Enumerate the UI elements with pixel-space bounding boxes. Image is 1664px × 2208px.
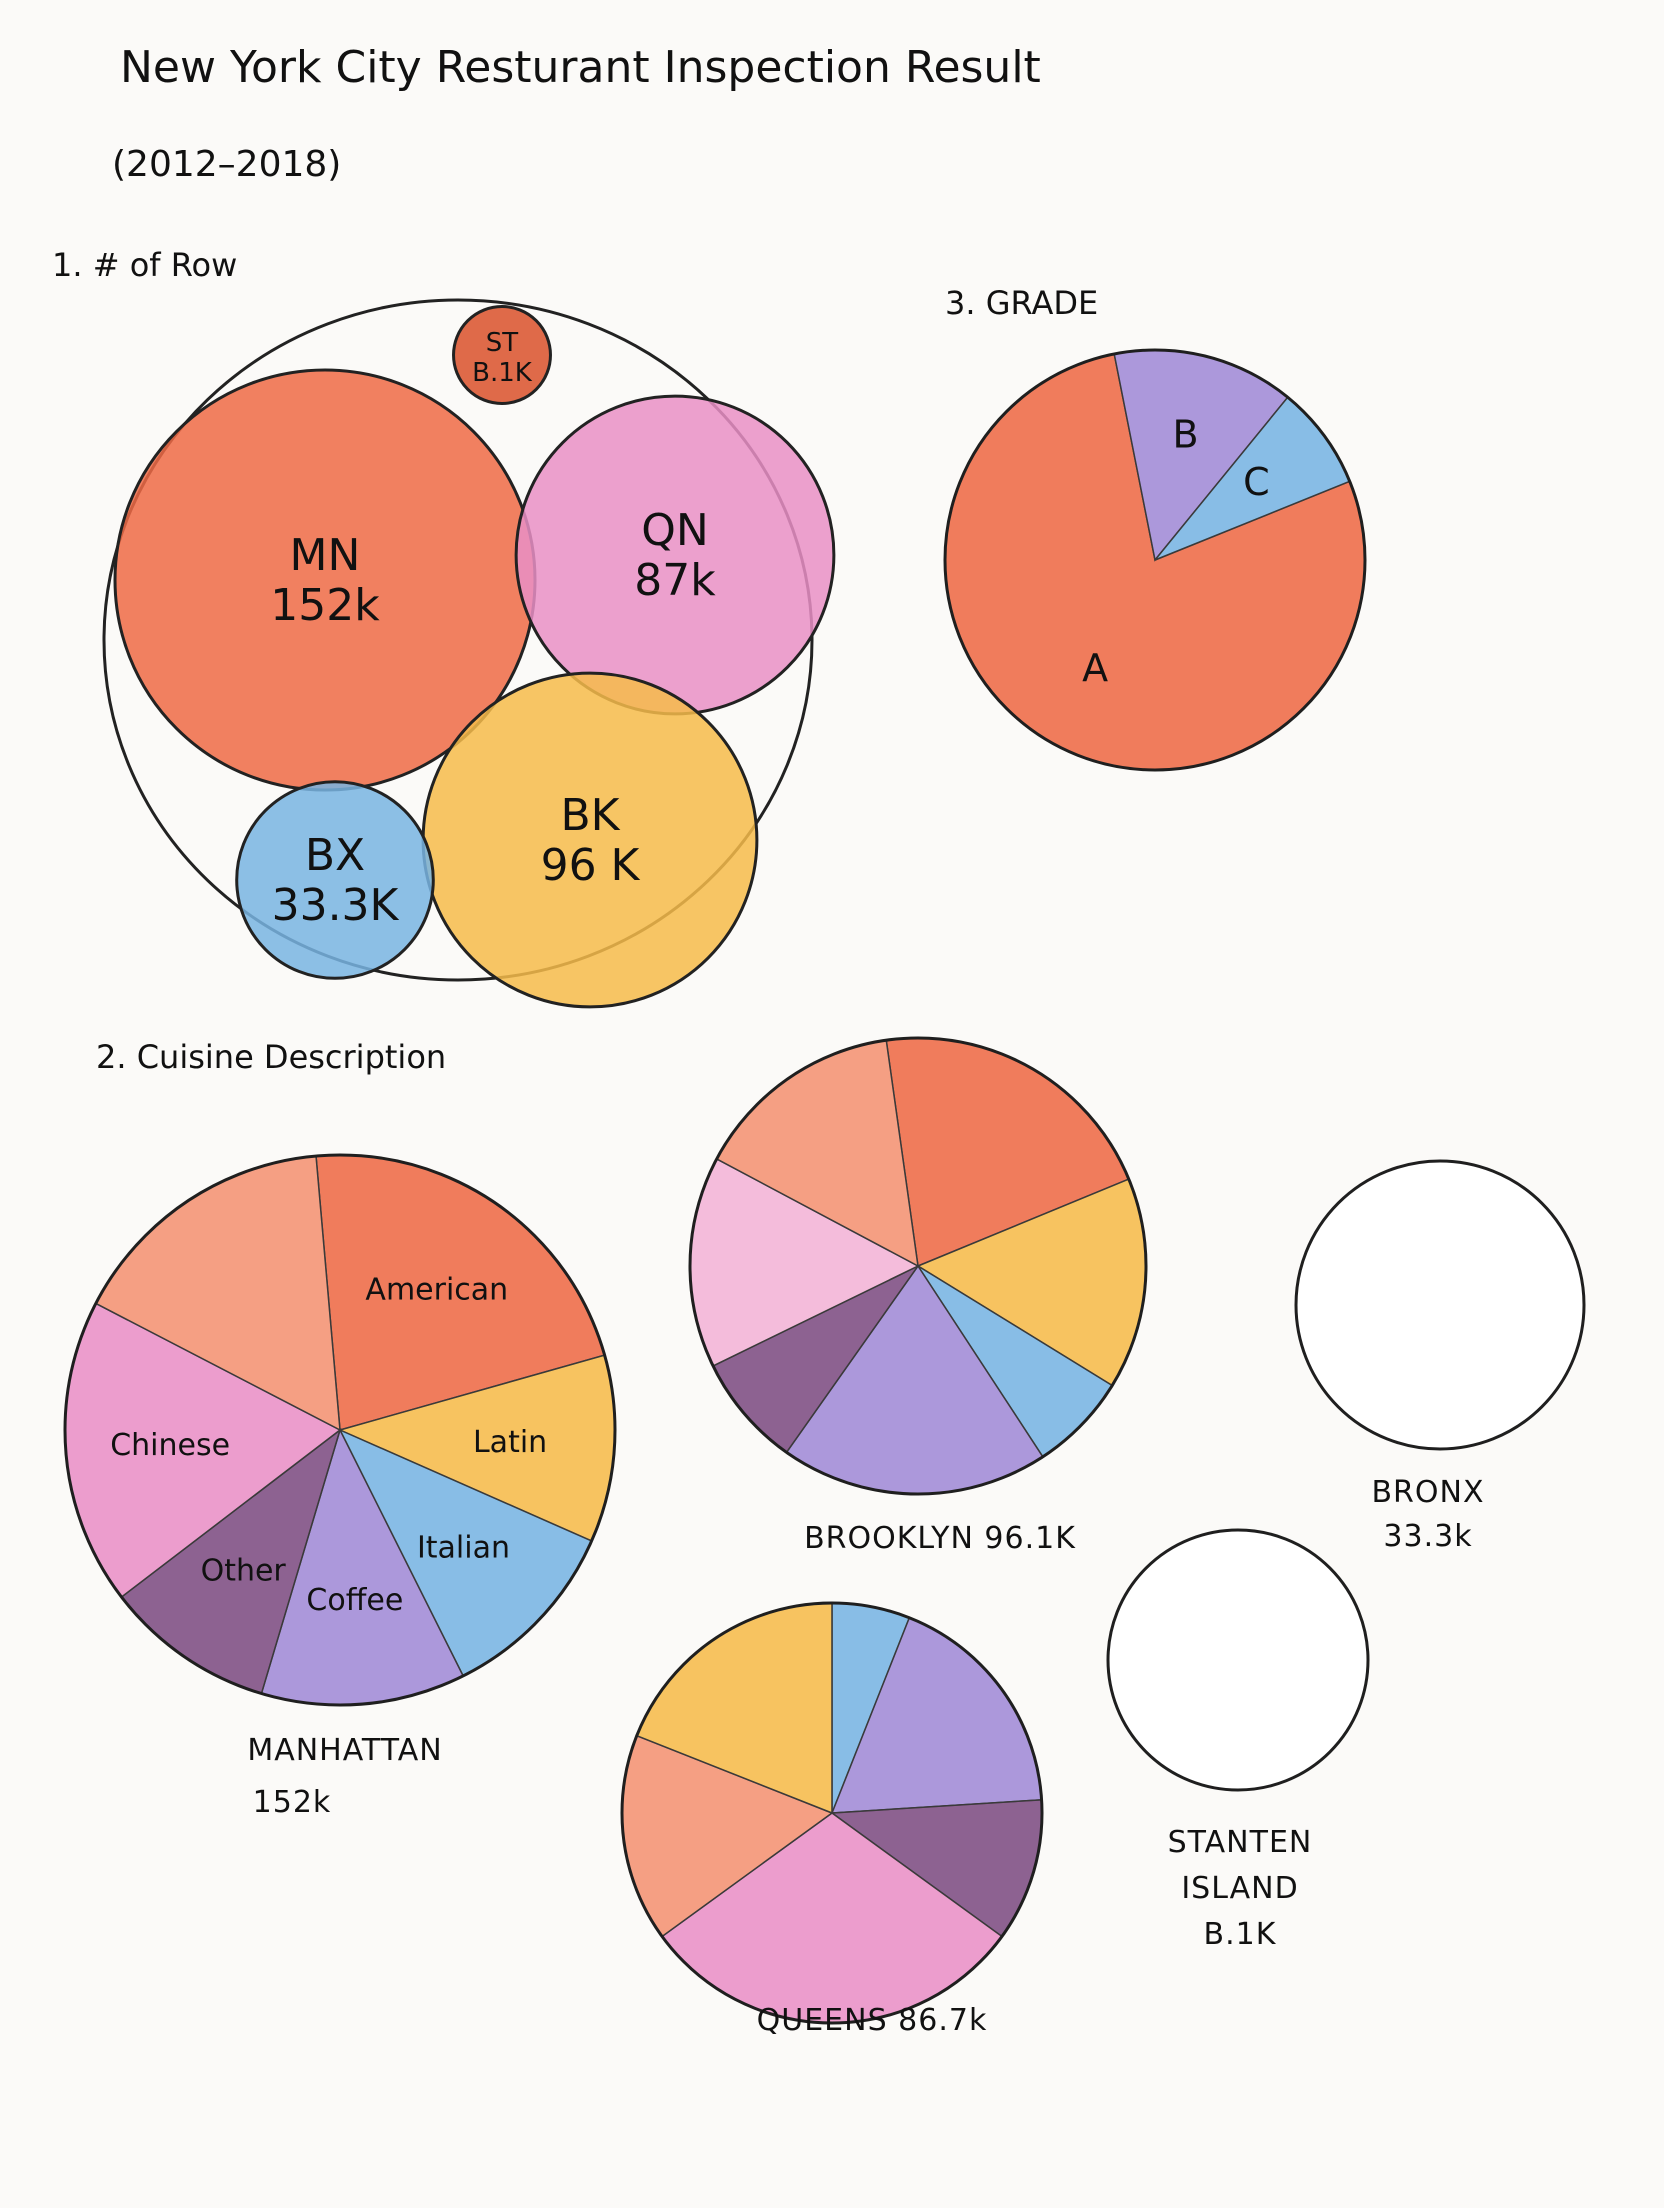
pie-slice-label: American [365,1273,508,1308]
pie-slice-label: Chinese [110,1428,230,1463]
pie-slice-label: Latin [473,1425,547,1460]
pie-slice-label: C [1243,460,1270,504]
bubble-value: 96 K [541,840,641,891]
staten-island-caption-line1: STANTEN [1168,1825,1313,1860]
brooklyn-pie-chart [688,1036,1148,1496]
pie-outline [63,1153,617,1707]
grade-chart-heading: 3. GRADE [945,284,1098,322]
bronx-caption: BRONX [1371,1475,1484,1510]
manhattan-count: 152k [253,1785,332,1820]
bubble-label: BX [305,830,365,881]
bubble-chart-outer-circle [102,298,814,982]
staten-island-caption-line2: ISLAND [1181,1871,1298,1906]
bubble-label: ST [486,328,519,358]
queens-caption: QUEENS 86.7k [757,2003,988,2038]
bubble-label: BK [560,790,620,841]
bubble-label: QN [641,505,709,556]
bronx-pie-chart [1294,1159,1586,1451]
pie-outline [620,1601,1044,2025]
pie-outline [1294,1159,1586,1451]
pie-outline [1106,1528,1370,1792]
bubble-circle [452,305,552,405]
bubble-circle [235,780,435,980]
pie-slice-label: Other [201,1553,287,1588]
bubble-label: MN [290,530,361,581]
pie-slice-label: Italian [417,1531,510,1566]
pie-slice-label: Coffee [306,1583,403,1618]
pie-slice-label: A [1082,646,1108,690]
pie-outline [943,348,1367,772]
bubble-st: STB.1K [452,305,552,405]
bubble-value: B.1K [472,358,533,388]
bubble-chart-heading: 1. # of Row [52,246,237,284]
bronx-count: 33.3k [1383,1519,1472,1554]
bubble-value: 33.3K [272,880,400,931]
staten-island-pie-chart [1106,1528,1370,1792]
bubble-value: 152k [270,580,380,631]
manhattan-pie-chart: American Latin Italian Coffee Other Chinese [63,1153,617,1707]
cuisine-section-heading: 2. Cuisine Description [96,1038,446,1076]
queens-pie-chart [620,1601,1044,2025]
brooklyn-caption: BROOKLYN 96.1K [804,1521,1076,1556]
pie-outline [688,1036,1148,1496]
page-subtitle: (2012–2018) [112,144,341,185]
staten-island-caption-line3: B.1K [1204,1917,1277,1952]
manhattan-caption: MANHATTAN [247,1733,442,1768]
pie-slice-label: B [1172,413,1198,457]
page-title: New York City Resturant Inspection Resul… [120,42,1041,93]
bubble-value: 87k [634,555,716,606]
grade-pie-chart: A B C [943,348,1367,772]
